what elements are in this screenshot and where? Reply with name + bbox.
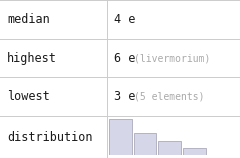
Text: distribution: distribution [7,131,92,144]
Text: highest: highest [7,52,57,65]
Bar [134,134,156,155]
Text: (livermorium): (livermorium) [134,53,211,63]
Text: 4 e: 4 e [114,13,135,26]
Text: median: median [7,13,50,26]
Bar [183,148,206,155]
Text: 6 e: 6 e [114,52,135,65]
Bar [109,119,132,155]
Text: (5 elements): (5 elements) [134,92,205,102]
Text: 3 e: 3 e [114,90,135,103]
Text: lowest: lowest [7,90,50,103]
Bar [158,140,181,155]
